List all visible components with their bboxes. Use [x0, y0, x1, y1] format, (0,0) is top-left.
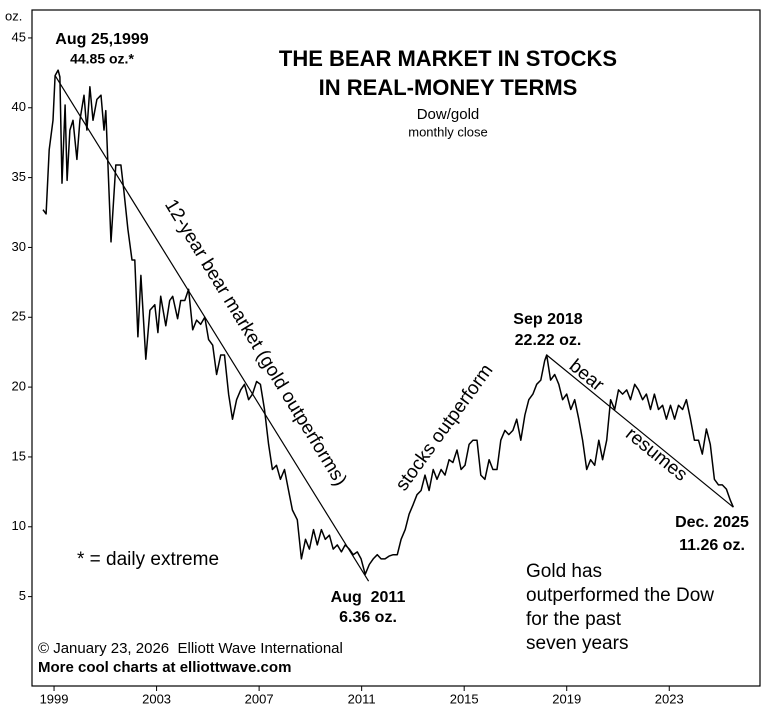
annotation: bear: [565, 355, 608, 396]
y-axis-unit: oz.: [5, 8, 22, 23]
chart-title: THE BEAR MARKET IN STOCKS: [279, 46, 617, 71]
data-line: [42, 69, 734, 576]
trend-line: [54, 75, 370, 582]
annotation: 22.22 oz.: [515, 332, 582, 349]
annotation: More cool charts at elliottwave.com: [38, 659, 291, 676]
x-tick-label: 2019: [552, 691, 581, 706]
x-tick-label: 2015: [450, 691, 479, 706]
annotation: resumes: [621, 424, 691, 486]
x-tick-label: 2007: [245, 691, 274, 706]
y-tick-label: 30: [12, 239, 26, 254]
annotation: 44.85 oz.*: [70, 51, 134, 67]
y-tick-label: 20: [12, 379, 26, 394]
annotation: seven years: [526, 633, 628, 654]
plot-frame: [31, 9, 761, 687]
annotation: 12-year bear market (gold outperforms): [160, 196, 351, 490]
annotation: * = daily extreme: [77, 549, 219, 570]
chart-subtitle: Dow/gold: [417, 106, 480, 123]
annotation: for the past: [526, 609, 622, 630]
y-tick-label: 5: [19, 588, 26, 603]
annotation: outperformed the Dow: [526, 585, 714, 606]
x-tick-label: 2003: [142, 691, 171, 706]
annotation: Aug 2011: [331, 589, 406, 606]
y-tick-label: 25: [12, 309, 26, 324]
y-tick-label: 10: [12, 518, 26, 533]
chart-note: monthly close: [408, 124, 487, 139]
y-tick-label: 45: [12, 29, 26, 44]
annotation: Gold has: [526, 561, 602, 582]
y-tick-label: 40: [12, 99, 26, 114]
x-tick-label: 1999: [40, 691, 69, 706]
annotation: 6.36 oz.: [339, 609, 397, 626]
y-tick-label: 15: [12, 448, 26, 463]
annotation: 11.26 oz.: [679, 537, 745, 554]
x-tick-label: 2023: [655, 691, 684, 706]
chart-title: IN REAL-MONEY TERMS: [319, 75, 578, 100]
y-tick-label: 35: [12, 169, 26, 184]
x-tick-label: 2011: [348, 691, 376, 706]
trend-line: [546, 354, 734, 508]
annotation: © January 23, 2026 Elliott Wave Internat…: [38, 640, 343, 657]
annotation: Dec. 2025: [675, 514, 749, 531]
annotation: Aug 25,1999: [55, 31, 148, 48]
annotation: Sep 2018: [513, 311, 582, 328]
